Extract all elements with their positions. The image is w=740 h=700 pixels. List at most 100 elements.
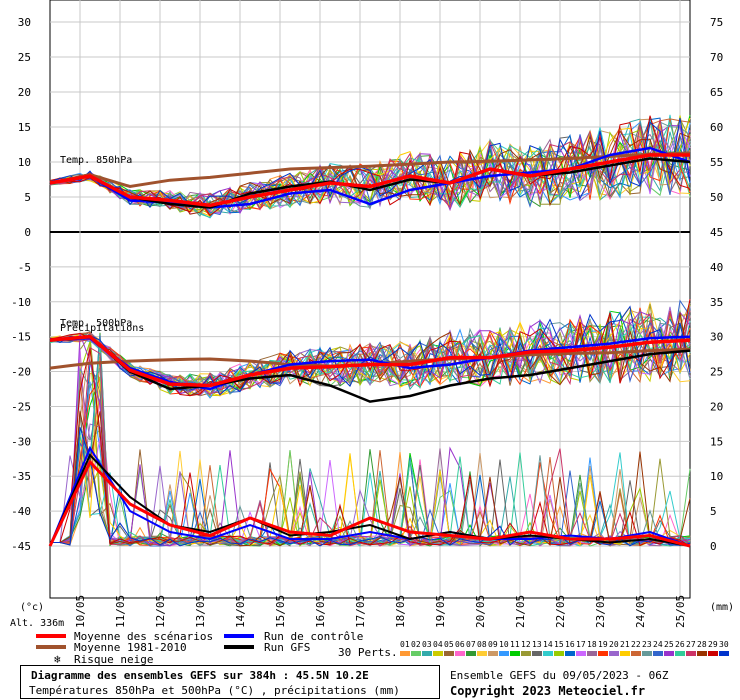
legend-member-swatch bbox=[444, 651, 454, 656]
left-tick-label: 30 bbox=[18, 16, 31, 29]
t850-gfs-line bbox=[49, 157, 691, 209]
right-tick-label: 75 bbox=[710, 16, 723, 29]
x-tick-label: 16/05 bbox=[314, 595, 327, 628]
left-tick-label: 10 bbox=[18, 156, 31, 169]
legend-member-number: 19 bbox=[598, 640, 608, 649]
legend-member-swatch bbox=[499, 651, 509, 656]
legend-member-swatch bbox=[565, 651, 575, 656]
legend-member-swatch bbox=[411, 651, 421, 656]
legend-member-swatch bbox=[543, 651, 553, 656]
x-tick-label: 17/05 bbox=[354, 595, 367, 628]
legend-member-number: 08 bbox=[477, 640, 487, 649]
t850-member-line bbox=[49, 117, 691, 208]
x-tick-label: 11/05 bbox=[114, 595, 127, 628]
legend-member-number: 14 bbox=[543, 640, 553, 649]
right-tick-label: 25 bbox=[710, 366, 723, 379]
right-tick-label: 5 bbox=[710, 505, 717, 518]
t500-member-line bbox=[49, 306, 691, 396]
x-tick-label: 18/05 bbox=[394, 595, 407, 628]
legend-member-swatch bbox=[455, 651, 465, 656]
legend-member-swatch bbox=[532, 651, 542, 656]
legend-member-number: 10 bbox=[499, 640, 509, 649]
legend-member-number: 22 bbox=[631, 640, 641, 649]
right-tick-label: 20 bbox=[710, 400, 723, 413]
left-unit: (°c) bbox=[20, 602, 44, 613]
right-tick-label: 30 bbox=[710, 331, 723, 344]
legend-member-number: 28 bbox=[697, 640, 707, 649]
legend-member-swatch bbox=[576, 651, 586, 656]
legend-member-swatch bbox=[664, 651, 674, 656]
left-tick-label: 15 bbox=[18, 121, 31, 134]
legend-member-swatch bbox=[433, 651, 443, 656]
t500-label: Temp. 500hPa bbox=[60, 318, 132, 329]
t500-control-line bbox=[49, 335, 691, 391]
gefs-ensemble-chart: 302520151050-5-10-15-20-25-30-35-40-4575… bbox=[10, 0, 735, 665]
legend-member-number: 02 bbox=[411, 640, 421, 649]
legend-member-swatch bbox=[422, 651, 432, 656]
right-tick-label: 55 bbox=[710, 156, 723, 169]
x-tick-label: 10/05 bbox=[74, 595, 87, 628]
legend-member-swatch bbox=[719, 651, 729, 656]
x-tick-label: 12/05 bbox=[154, 595, 167, 628]
precip-control-line bbox=[49, 445, 691, 547]
legend-member-number: 09 bbox=[488, 640, 498, 649]
right-tick-label: 35 bbox=[710, 296, 723, 309]
legend-member-number: 03 bbox=[422, 640, 432, 649]
legend-member-swatch bbox=[653, 651, 663, 656]
legend-member-number: 17 bbox=[576, 640, 586, 649]
legend-member-swatch bbox=[620, 651, 630, 656]
legend-member-number: 15 bbox=[554, 640, 564, 649]
x-tick-label: 25/05 bbox=[674, 595, 687, 628]
t850-member-line bbox=[49, 115, 691, 217]
x-tick-label: 20/05 bbox=[474, 595, 487, 628]
legend-member-number: 16 bbox=[565, 640, 575, 649]
legend-member-number: 26 bbox=[675, 640, 685, 649]
left-tick-label: -25 bbox=[11, 400, 31, 413]
right-tick-label: 15 bbox=[710, 435, 723, 448]
chart-series bbox=[48, 114, 691, 548]
copyright: Copyright 2023 Meteociel.fr bbox=[450, 684, 646, 698]
left-tick-label: -20 bbox=[11, 366, 31, 379]
legend-member-swatch bbox=[631, 651, 641, 656]
legend-member-number: 21 bbox=[620, 640, 630, 649]
legend-member-swatch bbox=[400, 651, 410, 656]
legend-member-swatch bbox=[488, 651, 498, 656]
legend-member-swatch bbox=[675, 651, 685, 656]
right-tick-label: 10 bbox=[710, 470, 723, 483]
legend-control-label: Run de contrôle bbox=[264, 630, 363, 643]
precip-mean-line bbox=[48, 459, 691, 548]
legend-member-swatch bbox=[598, 651, 608, 656]
t850-mean-line bbox=[49, 153, 690, 208]
left-tick-label: 25 bbox=[18, 51, 31, 64]
legend-member-swatch bbox=[587, 651, 597, 656]
left-tick-label: -5 bbox=[18, 261, 31, 274]
chart-caption-subtitle: Températures 850hPa et 500hPa (°C) , pré… bbox=[29, 684, 400, 697]
legend-member-swatch bbox=[510, 651, 520, 656]
legend-member-swatch bbox=[708, 651, 718, 656]
chart-caption-box: Diagramme des ensembles GEFS sur 384h : … bbox=[20, 665, 440, 699]
right-tick-label: 50 bbox=[710, 191, 723, 204]
x-tick-label: 24/05 bbox=[634, 595, 647, 628]
legend-member-swatch bbox=[477, 651, 487, 656]
precip-label: Précipitations bbox=[60, 322, 144, 334]
snowflake-icon: ❄ bbox=[54, 653, 61, 665]
right-unit: (mm) bbox=[710, 602, 734, 613]
legend-climate-label: Moyenne 1981-2010 bbox=[74, 641, 187, 654]
chart-axes: 302520151050-5-10-15-20-25-30-35-40-4575… bbox=[10, 16, 734, 629]
x-tick-label: 19/05 bbox=[434, 595, 447, 628]
legend-member-number: 13 bbox=[532, 640, 542, 649]
legend-member-swatch bbox=[642, 651, 652, 656]
legend-snow-label: Risque neige bbox=[74, 653, 153, 665]
t850-label: Temp. 850hPa bbox=[60, 155, 132, 166]
x-tick-label: 23/05 bbox=[594, 595, 607, 628]
x-tick-label: 22/05 bbox=[554, 595, 567, 628]
legend-member-number: 30 bbox=[719, 640, 729, 649]
legend-member-number: 12 bbox=[521, 640, 531, 649]
legend-member-number: 06 bbox=[455, 640, 465, 649]
t500-member-line bbox=[49, 305, 691, 396]
x-tick-label: 21/05 bbox=[514, 595, 527, 628]
t500-gfs-line bbox=[49, 335, 691, 403]
left-tick-label: -40 bbox=[11, 505, 31, 518]
legend-member-swatch bbox=[554, 651, 564, 656]
left-tick-label: -15 bbox=[11, 331, 31, 344]
